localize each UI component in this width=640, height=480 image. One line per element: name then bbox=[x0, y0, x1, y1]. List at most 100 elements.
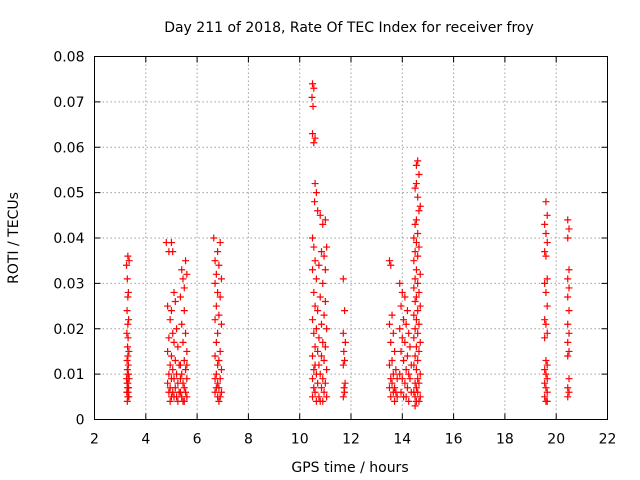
data-point bbox=[411, 220, 419, 228]
data-point bbox=[165, 248, 173, 256]
data-point bbox=[398, 375, 406, 383]
data-point bbox=[397, 388, 405, 396]
data-point bbox=[309, 352, 317, 360]
data-point bbox=[169, 329, 177, 337]
data-point bbox=[311, 388, 319, 396]
data-point bbox=[123, 307, 131, 315]
data-point bbox=[124, 370, 132, 378]
data-point bbox=[564, 320, 572, 328]
x-tick-label: 4 bbox=[141, 432, 150, 448]
data-point bbox=[389, 329, 397, 337]
data-point bbox=[310, 243, 318, 251]
data-point bbox=[124, 293, 132, 301]
data-point bbox=[183, 375, 191, 383]
data-point bbox=[176, 361, 184, 369]
data-point bbox=[320, 252, 328, 260]
data-point bbox=[340, 347, 348, 355]
data-point bbox=[309, 266, 317, 274]
data-point bbox=[215, 261, 223, 269]
data-point bbox=[410, 311, 418, 319]
data-point bbox=[183, 393, 191, 401]
data-point bbox=[403, 307, 411, 315]
data-point bbox=[387, 261, 395, 269]
data-point bbox=[406, 375, 414, 383]
data-point bbox=[387, 375, 395, 383]
data-point bbox=[385, 361, 393, 369]
y-tick-label: 0.01 bbox=[53, 367, 84, 383]
data-point bbox=[411, 325, 419, 333]
data-point bbox=[341, 379, 349, 387]
data-point bbox=[123, 397, 131, 405]
data-points bbox=[123, 80, 573, 410]
data-point bbox=[212, 302, 220, 310]
data-point bbox=[169, 366, 177, 374]
data-point bbox=[402, 320, 410, 328]
data-point bbox=[412, 316, 420, 324]
data-point bbox=[414, 375, 422, 383]
data-point bbox=[312, 370, 320, 378]
chart-title: Day 211 of 2018, Rate Of TEC Index for r… bbox=[164, 20, 534, 36]
y-axis-label: ROTI / TECUs bbox=[6, 192, 22, 284]
data-point bbox=[321, 266, 329, 274]
x-tick-label: 12 bbox=[342, 432, 360, 448]
data-point bbox=[124, 320, 132, 328]
data-point bbox=[411, 352, 419, 360]
y-tick-label: 0.02 bbox=[53, 322, 84, 338]
data-point bbox=[179, 379, 187, 387]
data-point bbox=[410, 234, 418, 242]
data-point bbox=[210, 234, 218, 242]
data-point bbox=[412, 366, 420, 374]
data-point bbox=[309, 130, 317, 138]
data-point bbox=[314, 347, 322, 355]
data-point bbox=[415, 288, 423, 296]
data-point bbox=[410, 284, 418, 292]
data-point bbox=[179, 397, 187, 405]
data-point bbox=[388, 311, 396, 319]
data-point bbox=[392, 366, 400, 374]
data-point bbox=[214, 361, 222, 369]
data-point bbox=[541, 316, 549, 324]
data-point bbox=[341, 388, 349, 396]
data-point bbox=[318, 320, 326, 328]
data-point bbox=[411, 248, 419, 256]
data-point bbox=[410, 257, 418, 265]
data-point bbox=[183, 347, 191, 355]
data-point bbox=[415, 243, 423, 251]
data-point bbox=[312, 275, 320, 283]
data-point bbox=[400, 357, 408, 365]
data-point bbox=[176, 293, 184, 301]
data-point bbox=[214, 329, 222, 337]
data-point bbox=[179, 275, 187, 283]
data-point bbox=[397, 347, 405, 355]
data-point bbox=[412, 216, 420, 224]
data-point bbox=[310, 84, 318, 92]
data-point bbox=[401, 338, 409, 346]
data-point bbox=[415, 170, 423, 178]
data-point bbox=[565, 375, 573, 383]
data-point bbox=[564, 275, 572, 283]
data-point bbox=[543, 239, 551, 247]
data-point bbox=[387, 338, 395, 346]
data-point bbox=[564, 234, 572, 242]
data-point bbox=[125, 257, 133, 265]
data-point bbox=[341, 307, 349, 315]
data-point bbox=[415, 320, 423, 328]
data-point bbox=[321, 343, 329, 351]
data-point bbox=[170, 338, 178, 346]
data-point bbox=[125, 375, 133, 383]
data-point bbox=[312, 397, 320, 405]
data-point bbox=[182, 388, 190, 396]
data-point bbox=[414, 307, 422, 315]
data-point bbox=[183, 361, 191, 369]
data-point bbox=[405, 329, 413, 337]
data-point bbox=[178, 370, 186, 378]
data-point bbox=[212, 370, 220, 378]
data-point bbox=[412, 293, 420, 301]
data-point bbox=[170, 288, 178, 296]
data-point bbox=[176, 375, 184, 383]
data-point bbox=[311, 134, 319, 142]
data-point bbox=[312, 189, 320, 197]
data-point bbox=[396, 279, 404, 287]
data-point bbox=[309, 102, 317, 110]
